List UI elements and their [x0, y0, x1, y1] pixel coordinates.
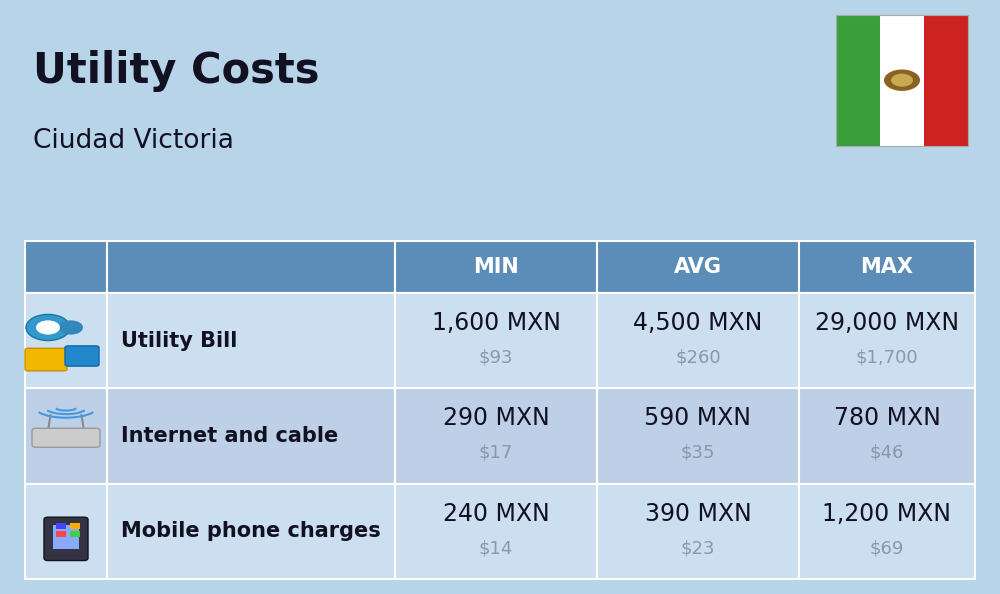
Bar — [799, 241, 975, 293]
Text: AVG: AVG — [674, 257, 722, 277]
Text: $69: $69 — [870, 539, 904, 557]
Bar — [25, 484, 107, 579]
Text: 1,600 MXN: 1,600 MXN — [432, 311, 560, 335]
Text: $46: $46 — [870, 444, 904, 462]
Bar — [880, 15, 924, 146]
Bar — [597, 293, 799, 388]
Bar — [70, 532, 80, 538]
FancyBboxPatch shape — [25, 348, 67, 371]
Text: MIN: MIN — [473, 257, 519, 277]
Bar — [799, 293, 975, 388]
Text: $23: $23 — [681, 539, 715, 557]
Bar — [107, 241, 395, 293]
FancyBboxPatch shape — [44, 517, 88, 561]
Text: 290 MXN: 290 MXN — [443, 406, 549, 430]
Bar — [799, 388, 975, 484]
Bar — [56, 532, 66, 538]
Circle shape — [26, 314, 70, 340]
Bar — [799, 484, 975, 579]
Text: 780 MXN: 780 MXN — [834, 406, 940, 430]
Bar — [53, 526, 79, 549]
Bar — [395, 388, 597, 484]
Bar — [70, 523, 80, 529]
Bar — [924, 15, 968, 146]
Text: Mobile phone charges: Mobile phone charges — [121, 522, 381, 542]
Text: 1,200 MXN: 1,200 MXN — [822, 501, 952, 526]
Circle shape — [891, 74, 913, 87]
Text: Utility Bill: Utility Bill — [121, 330, 237, 350]
Text: $260: $260 — [675, 348, 721, 366]
Bar — [395, 484, 597, 579]
Text: MAX: MAX — [860, 257, 914, 277]
Bar — [107, 484, 395, 579]
Text: $17: $17 — [479, 444, 513, 462]
Text: Internet and cable: Internet and cable — [121, 426, 338, 446]
Bar — [56, 523, 66, 529]
Bar — [107, 293, 395, 388]
Text: $93: $93 — [479, 348, 513, 366]
Circle shape — [884, 69, 920, 91]
FancyBboxPatch shape — [32, 428, 100, 447]
Bar — [25, 241, 107, 293]
Text: $35: $35 — [681, 444, 715, 462]
Text: 590 MXN: 590 MXN — [644, 406, 752, 430]
Bar — [836, 15, 968, 146]
Text: $14: $14 — [479, 539, 513, 557]
Bar — [107, 388, 395, 484]
Bar — [395, 293, 597, 388]
Bar — [25, 388, 107, 484]
Text: 390 MXN: 390 MXN — [645, 501, 751, 526]
Bar — [597, 484, 799, 579]
Text: Ciudad Victoria: Ciudad Victoria — [33, 128, 234, 154]
Bar — [597, 241, 799, 293]
Circle shape — [59, 320, 83, 334]
Text: 4,500 MXN: 4,500 MXN — [633, 311, 763, 335]
Circle shape — [36, 320, 60, 334]
Bar — [395, 241, 597, 293]
Bar — [25, 293, 107, 388]
FancyBboxPatch shape — [65, 346, 99, 366]
Bar — [836, 15, 880, 146]
Bar — [597, 388, 799, 484]
Text: Utility Costs: Utility Costs — [33, 50, 320, 93]
Text: 240 MXN: 240 MXN — [443, 501, 549, 526]
Text: 29,000 MXN: 29,000 MXN — [815, 311, 959, 335]
Text: $1,700: $1,700 — [856, 348, 918, 366]
